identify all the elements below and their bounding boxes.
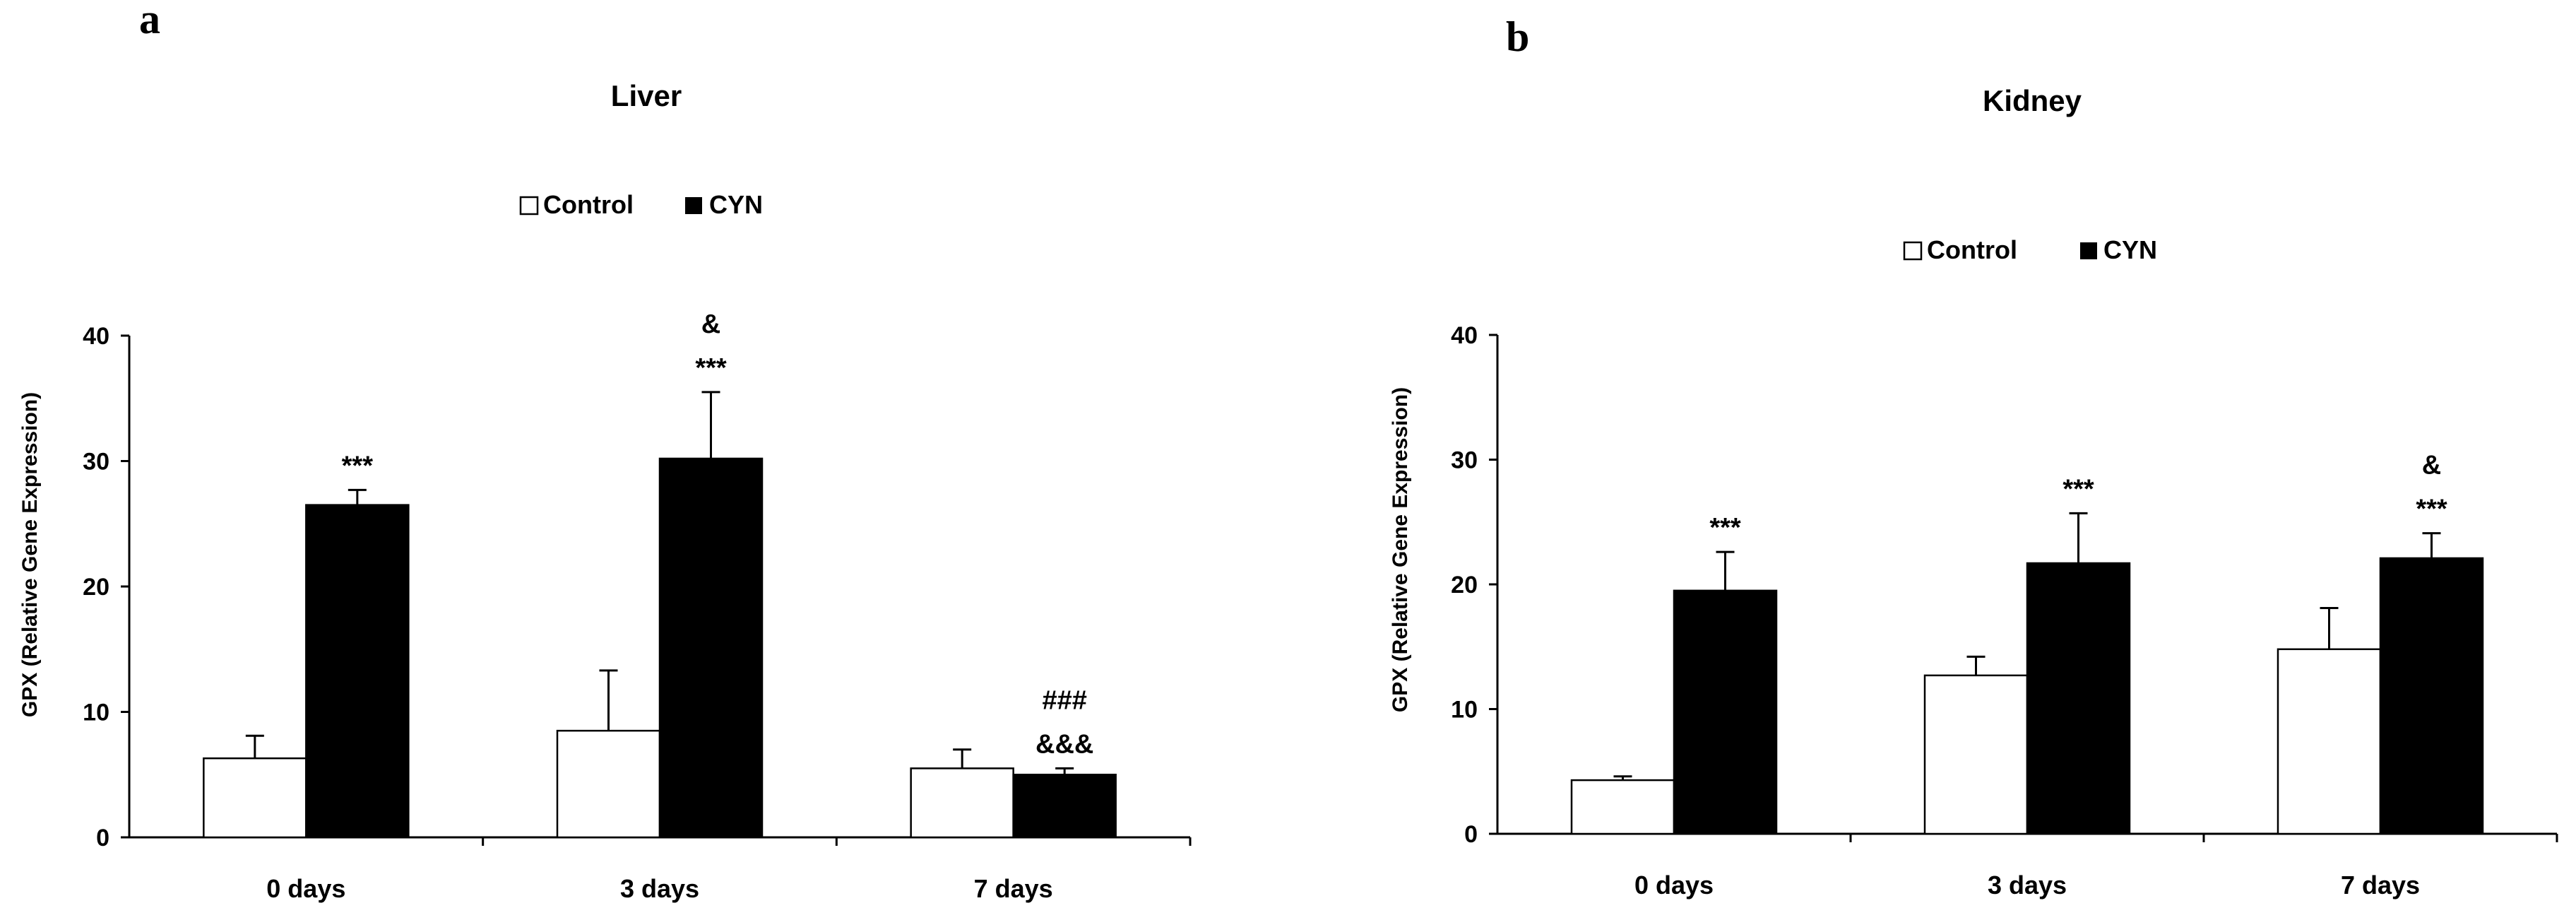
legend-label-cyn: CYN (709, 190, 763, 219)
y-tick-label: 30 (1451, 447, 1478, 474)
significance-label: *** (695, 353, 727, 383)
significance-label: *** (2416, 495, 2447, 524)
bar-cyn (2379, 557, 2484, 835)
significance-label: *** (342, 451, 374, 480)
y-axis-title: GPX (Relative Gene Expression) (18, 392, 42, 717)
bar-control (1570, 779, 1675, 835)
y-tick-label: 10 (83, 700, 109, 726)
significance-label: ### (1042, 685, 1086, 715)
bar-control (2277, 648, 2382, 835)
chart-panel-liver: a Liver Control CYN GPX (Relative Gene E… (18, 0, 1192, 903)
legend: Control CYN (1903, 235, 2157, 264)
bar-control (556, 729, 661, 839)
legend-swatch-control (519, 196, 539, 216)
bar-control (203, 757, 307, 839)
panel-label: b (1506, 13, 1529, 60)
bar-cyn (1673, 589, 1778, 835)
y-tick-label: 0 (96, 825, 109, 851)
bar-cyn (305, 504, 410, 839)
legend-label-control: Control (543, 190, 634, 219)
significance-label: *** (2062, 474, 2094, 504)
bar-cyn (658, 457, 764, 839)
y-axis-title: GPX (Relative Gene Expression) (1389, 387, 1412, 712)
panel-label: a (139, 0, 160, 42)
chart-title: Kidney (1983, 84, 2082, 117)
y-tick-label: 10 (1451, 697, 1478, 724)
y-tick-label: 20 (1451, 572, 1478, 598)
significance-label: & (701, 309, 720, 339)
legend-swatch-control (1903, 241, 1923, 261)
y-tick-label: 0 (1464, 821, 1478, 848)
legend: Control CYN (519, 190, 763, 219)
y-tick-label: 40 (1451, 322, 1478, 349)
chart-panel-kidney: b Kidney Control CYN GPX (Relative Gene … (1389, 13, 2558, 900)
y-tick-label: 20 (83, 574, 109, 601)
x-tick-label: 3 days (1988, 871, 2067, 900)
bar-control (910, 767, 1014, 839)
bar-cyn (1012, 774, 1117, 839)
legend-label-cyn: CYN (2103, 235, 2157, 264)
legend-swatch-cyn (685, 197, 702, 214)
legend-swatch-cyn (2080, 242, 2097, 259)
x-tick-label: 3 days (620, 874, 699, 903)
plot-marks: 0 10 20 30 40 0 days 3 days 7 days *** *** & *** (1451, 322, 2558, 900)
significance-label: &&& (1035, 729, 1093, 759)
bar-control (1923, 674, 2029, 835)
legend-label-control: Control (1927, 235, 2017, 264)
chart-title: Liver (611, 79, 682, 112)
plot-marks: 0 10 20 30 40 0 days 3 days 7 days *** & *** ### &&& (83, 309, 1192, 903)
x-tick-label: 0 days (1634, 871, 1714, 900)
x-tick-label: 0 days (266, 874, 345, 903)
x-tick-label: 7 days (2341, 871, 2420, 900)
significance-label: *** (1709, 513, 1741, 543)
bar-cyn (2026, 562, 2131, 835)
x-tick-label: 7 days (974, 874, 1053, 903)
significance-label: & (2422, 451, 2441, 480)
y-tick-label: 40 (83, 323, 109, 350)
y-tick-label: 30 (83, 449, 109, 476)
